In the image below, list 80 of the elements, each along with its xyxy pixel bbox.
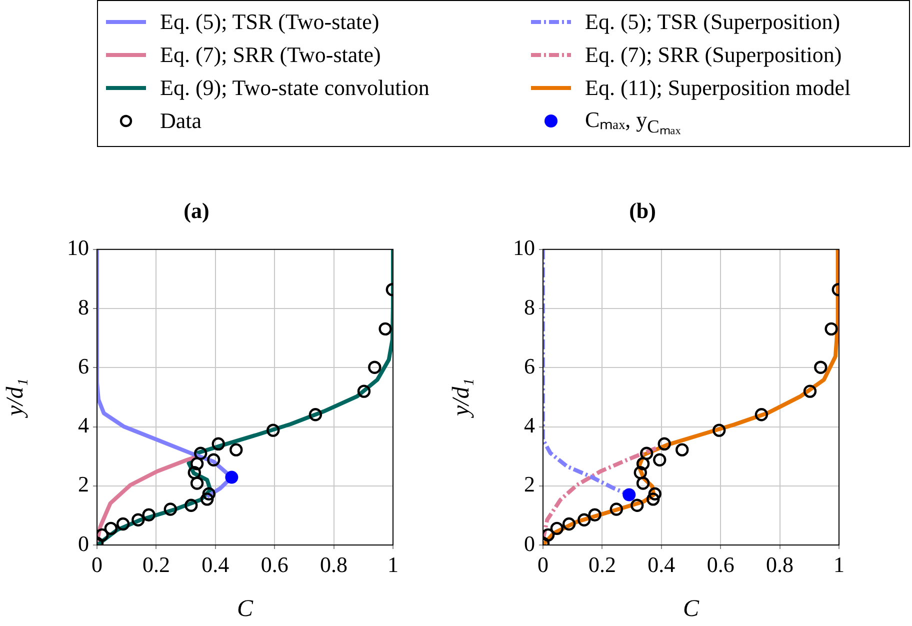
point (640, 446, 654, 460)
point (622, 488, 636, 502)
point (97, 528, 109, 542)
y-tick-label: 2 (524, 472, 535, 497)
x-tick-label: 1 (834, 552, 844, 577)
point (368, 360, 382, 374)
point (190, 457, 204, 470)
legend-label: Eq. (7); SRR (Two-state) (160, 42, 381, 68)
point (308, 408, 322, 422)
point (803, 384, 817, 398)
point (225, 470, 238, 484)
point (132, 513, 145, 526)
x-tick-label: 0.6 (706, 552, 734, 577)
point (630, 498, 644, 512)
point (194, 446, 208, 460)
point (188, 466, 201, 480)
x-axis-title: C (682, 596, 700, 622)
point (266, 424, 280, 437)
point (754, 408, 768, 422)
y-axis-title: y/d₁ (448, 378, 475, 418)
y-tick-label: 8 (524, 294, 535, 320)
y-tick-label: 10 (67, 235, 89, 260)
y-tick-label: 6 (524, 353, 535, 378)
y-tick-label: 10 (513, 235, 535, 260)
point (634, 466, 647, 480)
x-tick-label: 0.8 (320, 552, 348, 577)
point (646, 492, 660, 506)
point (676, 443, 689, 456)
point (142, 508, 156, 522)
y-tick-label: 0 (78, 530, 89, 556)
point (104, 522, 118, 536)
point (653, 453, 666, 466)
point (550, 522, 564, 536)
y-tick-label: 6 (78, 353, 89, 378)
point (357, 384, 371, 398)
point (184, 498, 198, 512)
x-tick-label: 0.4 (202, 552, 230, 577)
point (610, 502, 624, 516)
chart-title: (b) (629, 198, 656, 223)
point (543, 528, 555, 542)
x-tick-label: 1 (388, 552, 398, 577)
point (588, 508, 602, 522)
y-tick-label: 0 (524, 530, 535, 556)
point (202, 487, 216, 500)
point (116, 517, 130, 531)
y-tick-label: 2 (78, 472, 89, 497)
point (824, 322, 838, 336)
point (636, 476, 650, 490)
y-tick-label: 4 (524, 412, 535, 438)
x-tick-label: 0.6 (260, 552, 288, 577)
chart-title: (a) (184, 198, 210, 223)
legend-label: Eq. (5); TSR (Two-state) (160, 8, 380, 34)
point (190, 476, 204, 490)
x-tick-label: 0.2 (142, 552, 170, 577)
point (636, 457, 650, 470)
point (378, 322, 392, 336)
legend-label: Cₘₐₓ, y$_{Cₘₐₓ}$ (585, 106, 681, 138)
legend-label: Eq. (5); TSR (Superposition) (585, 8, 840, 34)
point (212, 437, 225, 451)
y-axis-title: y/d₁ (2, 378, 29, 418)
point (648, 487, 662, 500)
point (207, 453, 220, 466)
legend-label: Eq. (9); Two-state convolution (160, 74, 430, 100)
legend-label: Data (160, 108, 202, 134)
point (658, 437, 671, 451)
point (814, 360, 828, 374)
point (712, 424, 726, 437)
x-tick-label: 0.2 (588, 552, 616, 577)
point (164, 502, 178, 516)
legend-label: Eq. (7); SRR (Superposition) (585, 42, 842, 68)
y-tick-label: 4 (78, 412, 89, 438)
point (578, 513, 591, 526)
point (200, 492, 214, 506)
point (562, 517, 576, 531)
legend-label: Eq. (11); Superposition model (585, 74, 851, 100)
x-tick-label: 0.8 (766, 552, 794, 577)
y-tick-label: 8 (78, 294, 89, 320)
point (230, 443, 243, 456)
x-tick-label: 0.4 (648, 552, 676, 577)
x-axis-title: C (236, 596, 254, 622)
